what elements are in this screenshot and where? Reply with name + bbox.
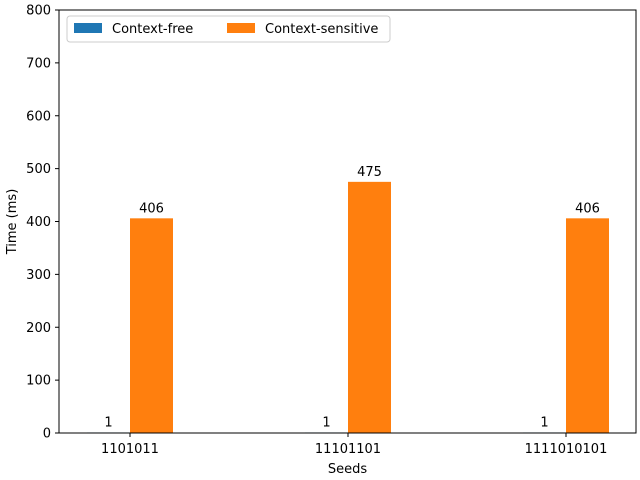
y-tick-label: 200 — [26, 321, 51, 336]
bar-context-sensitive-0 — [130, 218, 173, 433]
y-axis-ticks: 0 100 200 300 400 500 600 700 800 — [26, 4, 59, 442]
x-tick-label: 1101011 — [101, 442, 159, 457]
legend-label: Context-free — [112, 22, 193, 37]
y-axis-label: Time (ms) — [5, 189, 20, 256]
x-tick-label: 1111010101 — [525, 442, 608, 457]
legend-swatch — [227, 23, 255, 33]
y-tick-label: 700 — [26, 56, 51, 71]
bar-context-sensitive-1 — [348, 181, 391, 433]
y-tick-label: 800 — [26, 4, 51, 19]
y-tick-label: 500 — [26, 162, 51, 177]
bars-group — [87, 181, 609, 433]
bar-data-label: 1 — [104, 415, 112, 430]
legend-label: Context-sensitive — [265, 22, 378, 37]
bar-data-label: 475 — [357, 165, 382, 180]
y-tick-label: 400 — [26, 215, 51, 230]
y-tick-label: 100 — [26, 374, 51, 389]
bar-data-label: 1 — [540, 415, 548, 430]
legend: Context-free Context-sensitive — [66, 15, 391, 43]
bar-data-label: 406 — [139, 201, 164, 216]
y-tick-label: 600 — [26, 109, 51, 124]
bar-data-label: 406 — [575, 201, 600, 216]
bar-context-sensitive-2 — [566, 218, 609, 433]
x-tick-label: 11101101 — [315, 442, 381, 457]
plot-frame — [58, 9, 637, 434]
bar-data-label: 1 — [322, 415, 330, 430]
x-axis-ticks: 1101011 11101101 1111010101 — [101, 433, 607, 457]
legend-swatch — [74, 23, 102, 33]
y-tick-label: 0 — [43, 427, 51, 442]
x-axis-label: Seeds — [328, 462, 368, 477]
y-tick-label: 300 — [26, 268, 51, 283]
bar-labels-group: 1 1 1 406 475 406 — [104, 165, 600, 431]
